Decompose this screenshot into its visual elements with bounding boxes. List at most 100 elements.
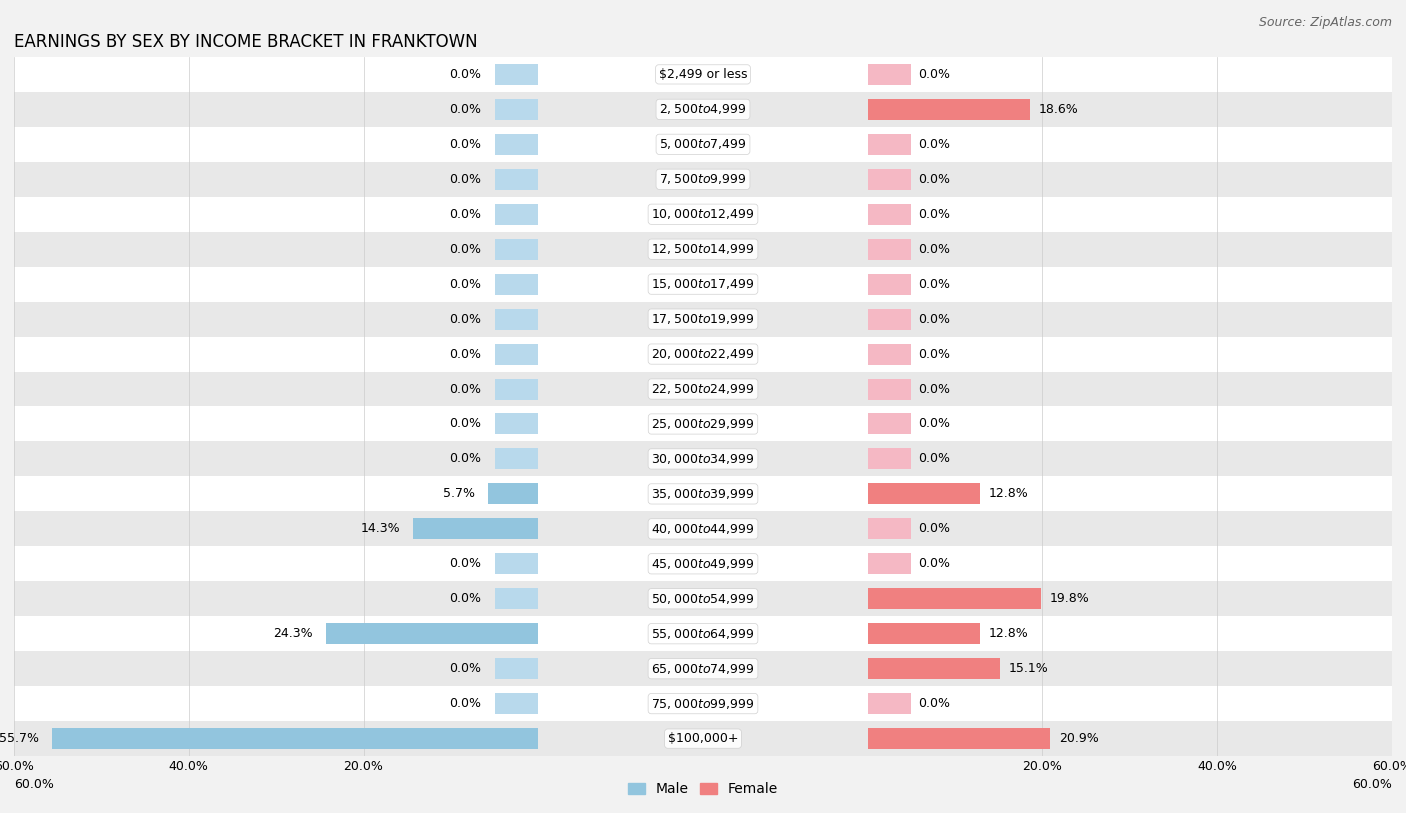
Text: $65,000 to $74,999: $65,000 to $74,999 — [651, 662, 755, 676]
Bar — [0, 476, 1406, 511]
Bar — [868, 589, 1040, 609]
Bar — [0, 721, 1406, 756]
Bar — [0, 441, 1406, 476]
Bar — [868, 659, 911, 679]
Bar — [0, 546, 1406, 581]
Bar — [0, 372, 1406, 406]
Legend: Male, Female: Male, Female — [623, 777, 783, 802]
Bar — [0, 441, 1406, 476]
Bar — [0, 302, 1406, 337]
Bar — [0, 406, 1406, 441]
Text: EARNINGS BY SEX BY INCOME BRACKET IN FRANKTOWN: EARNINGS BY SEX BY INCOME BRACKET IN FRA… — [14, 33, 478, 50]
Bar — [495, 554, 538, 574]
Bar — [868, 99, 1031, 120]
Bar — [0, 127, 1406, 162]
Bar — [0, 232, 1406, 267]
Text: 0.0%: 0.0% — [450, 593, 481, 605]
Text: 60.0%: 60.0% — [14, 778, 53, 791]
Text: 12.8%: 12.8% — [988, 488, 1028, 500]
Bar — [495, 64, 538, 85]
Bar — [0, 476, 1406, 511]
Text: 0.0%: 0.0% — [450, 418, 481, 430]
Bar — [868, 309, 911, 329]
Bar — [868, 484, 911, 504]
Text: 24.3%: 24.3% — [273, 628, 314, 640]
Text: 0.0%: 0.0% — [450, 208, 481, 220]
Text: 0.0%: 0.0% — [450, 383, 481, 395]
Bar — [868, 624, 911, 644]
Text: $40,000 to $44,999: $40,000 to $44,999 — [651, 522, 755, 536]
Bar — [868, 693, 911, 714]
Bar — [0, 686, 1406, 721]
Bar — [495, 204, 538, 224]
Text: $100,000+: $100,000+ — [668, 733, 738, 745]
Bar — [0, 92, 1406, 127]
Text: 55.7%: 55.7% — [0, 733, 38, 745]
Bar — [868, 728, 911, 749]
Bar — [495, 449, 538, 469]
Text: $50,000 to $54,999: $50,000 to $54,999 — [651, 592, 755, 606]
Text: 0.0%: 0.0% — [918, 383, 950, 395]
Bar — [0, 546, 1406, 581]
Bar — [0, 302, 1406, 337]
Bar — [868, 204, 911, 224]
Bar — [868, 64, 911, 85]
Text: 0.0%: 0.0% — [918, 173, 950, 185]
Bar — [0, 511, 1406, 546]
Bar — [0, 441, 1406, 476]
Bar — [0, 232, 1406, 267]
Bar — [0, 721, 1406, 756]
Bar — [0, 616, 1406, 651]
Bar — [495, 99, 538, 120]
Text: 0.0%: 0.0% — [918, 698, 950, 710]
Bar — [495, 134, 538, 154]
Bar — [0, 162, 1406, 197]
Bar — [0, 651, 1406, 686]
Bar — [868, 274, 911, 294]
Text: $75,000 to $99,999: $75,000 to $99,999 — [651, 697, 755, 711]
Text: 0.0%: 0.0% — [450, 663, 481, 675]
Bar — [0, 267, 1406, 302]
Bar — [0, 127, 1406, 162]
Bar — [0, 476, 1406, 511]
Bar — [0, 267, 1406, 302]
Text: $12,500 to $14,999: $12,500 to $14,999 — [651, 242, 755, 256]
Bar — [0, 511, 1406, 546]
Bar — [0, 267, 1406, 302]
Text: $10,000 to $12,499: $10,000 to $12,499 — [651, 207, 755, 221]
Bar — [0, 337, 1406, 372]
Bar — [0, 337, 1406, 372]
Bar — [0, 406, 1406, 441]
Text: 5.7%: 5.7% — [443, 488, 475, 500]
Bar — [868, 379, 911, 399]
Bar — [0, 372, 1406, 406]
Text: $17,500 to $19,999: $17,500 to $19,999 — [651, 312, 755, 326]
Text: 14.3%: 14.3% — [360, 523, 401, 535]
Text: 0.0%: 0.0% — [918, 523, 950, 535]
Bar — [495, 659, 538, 679]
Text: 19.8%: 19.8% — [1049, 593, 1090, 605]
Text: 15.1%: 15.1% — [1008, 663, 1047, 675]
Bar — [868, 169, 911, 189]
Bar — [495, 344, 538, 364]
Bar — [0, 197, 1406, 232]
Text: 0.0%: 0.0% — [918, 68, 950, 80]
Bar — [868, 344, 911, 364]
Bar — [0, 127, 1406, 162]
Text: $55,000 to $64,999: $55,000 to $64,999 — [651, 627, 755, 641]
Text: $25,000 to $29,999: $25,000 to $29,999 — [651, 417, 755, 431]
Text: 0.0%: 0.0% — [918, 558, 950, 570]
Bar — [495, 379, 538, 399]
Bar — [0, 616, 1406, 651]
Bar — [0, 162, 1406, 197]
Bar — [868, 99, 911, 120]
Bar — [0, 686, 1406, 721]
Bar — [0, 337, 1406, 372]
Text: $30,000 to $34,999: $30,000 to $34,999 — [651, 452, 755, 466]
Text: $7,500 to $9,999: $7,500 to $9,999 — [659, 172, 747, 186]
Text: $2,499 or less: $2,499 or less — [659, 68, 747, 80]
Text: $15,000 to $17,499: $15,000 to $17,499 — [651, 277, 755, 291]
Bar — [0, 686, 1406, 721]
Bar — [0, 197, 1406, 232]
Bar — [495, 274, 538, 294]
